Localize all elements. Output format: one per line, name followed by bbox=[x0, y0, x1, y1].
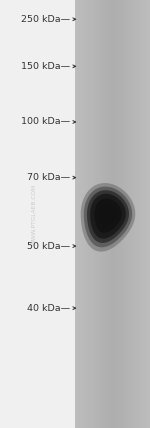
Bar bbox=[103, 0, 105, 428]
Bar bbox=[112, 0, 114, 428]
PathPatch shape bbox=[94, 199, 122, 233]
Bar bbox=[82, 0, 84, 428]
Bar bbox=[79, 0, 81, 428]
Bar bbox=[75, 0, 77, 428]
Bar bbox=[142, 0, 144, 428]
Bar bbox=[129, 0, 131, 428]
Bar bbox=[86, 0, 88, 428]
PathPatch shape bbox=[87, 190, 129, 243]
Bar bbox=[114, 0, 116, 428]
Bar bbox=[122, 0, 124, 428]
Bar bbox=[81, 0, 82, 428]
Bar bbox=[84, 0, 86, 428]
Bar bbox=[88, 0, 90, 428]
Bar bbox=[144, 0, 146, 428]
Text: 40 kDa—: 40 kDa— bbox=[27, 303, 70, 313]
Bar bbox=[137, 0, 139, 428]
Bar bbox=[141, 0, 142, 428]
Bar bbox=[109, 0, 111, 428]
Bar bbox=[77, 0, 79, 428]
PathPatch shape bbox=[100, 205, 116, 226]
Bar bbox=[92, 0, 94, 428]
Bar bbox=[118, 0, 120, 428]
Text: 50 kDa—: 50 kDa— bbox=[27, 241, 70, 251]
Text: WWW.PTGLAEB.COM: WWW.PTGLAEB.COM bbox=[32, 184, 37, 244]
Bar bbox=[90, 0, 92, 428]
Bar bbox=[96, 0, 98, 428]
Bar bbox=[101, 0, 103, 428]
Bar bbox=[146, 0, 148, 428]
Bar bbox=[98, 0, 99, 428]
Bar bbox=[135, 0, 137, 428]
Bar bbox=[111, 0, 112, 428]
Bar bbox=[99, 0, 101, 428]
Text: 250 kDa—: 250 kDa— bbox=[21, 15, 70, 24]
Bar bbox=[124, 0, 126, 428]
Bar bbox=[126, 0, 127, 428]
PathPatch shape bbox=[90, 194, 126, 239]
Bar bbox=[116, 0, 118, 428]
Bar bbox=[75, 0, 150, 428]
Bar bbox=[139, 0, 141, 428]
Bar bbox=[131, 0, 133, 428]
Bar bbox=[105, 0, 107, 428]
Bar bbox=[133, 0, 135, 428]
Bar bbox=[107, 0, 109, 428]
PathPatch shape bbox=[84, 187, 132, 247]
Text: 100 kDa—: 100 kDa— bbox=[21, 117, 70, 127]
Text: 70 kDa—: 70 kDa— bbox=[27, 173, 70, 182]
Bar bbox=[128, 0, 129, 428]
PathPatch shape bbox=[81, 183, 135, 252]
Bar bbox=[148, 0, 150, 428]
Bar bbox=[94, 0, 96, 428]
Text: 150 kDa—: 150 kDa— bbox=[21, 62, 70, 71]
Bar bbox=[120, 0, 122, 428]
